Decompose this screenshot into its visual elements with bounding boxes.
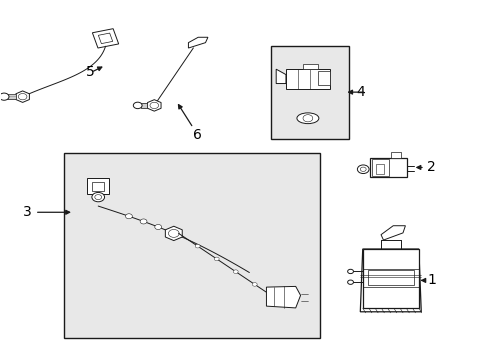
- Circle shape: [133, 102, 142, 109]
- Bar: [375, 163, 384, 175]
- Circle shape: [252, 283, 257, 286]
- Ellipse shape: [296, 113, 318, 123]
- Bar: [285, 69, 329, 89]
- Polygon shape: [87, 179, 109, 194]
- Polygon shape: [92, 29, 119, 48]
- Text: 4: 4: [356, 85, 365, 99]
- Text: 2: 2: [427, 161, 435, 175]
- Polygon shape: [16, 91, 29, 102]
- Bar: [7, 94, 16, 99]
- Circle shape: [150, 102, 158, 109]
- Circle shape: [195, 244, 200, 248]
- Bar: [367, 270, 413, 285]
- Circle shape: [303, 115, 312, 122]
- Circle shape: [125, 214, 132, 219]
- Polygon shape: [147, 100, 161, 111]
- Polygon shape: [98, 33, 112, 44]
- Circle shape: [214, 257, 219, 261]
- Polygon shape: [266, 287, 300, 308]
- Text: 3: 3: [22, 205, 31, 219]
- Bar: [141, 103, 147, 108]
- Circle shape: [360, 167, 366, 171]
- Circle shape: [155, 225, 161, 230]
- Text: 1: 1: [427, 273, 435, 287]
- Bar: [372, 159, 388, 176]
- Circle shape: [347, 280, 353, 284]
- Polygon shape: [188, 37, 207, 48]
- Circle shape: [0, 93, 9, 100]
- Bar: [362, 249, 418, 308]
- Bar: [317, 71, 329, 85]
- Circle shape: [357, 165, 368, 174]
- Circle shape: [92, 193, 104, 202]
- Circle shape: [347, 269, 353, 274]
- Bar: [271, 45, 348, 139]
- Circle shape: [168, 229, 179, 237]
- Polygon shape: [360, 249, 420, 312]
- Circle shape: [233, 270, 238, 274]
- Text: 6: 6: [193, 128, 202, 142]
- Text: 5: 5: [86, 66, 95, 80]
- Polygon shape: [380, 226, 405, 240]
- Polygon shape: [165, 226, 182, 240]
- Bar: [303, 64, 317, 69]
- Bar: [369, 158, 406, 177]
- Bar: [64, 153, 320, 338]
- Polygon shape: [276, 69, 285, 84]
- Circle shape: [19, 94, 27, 100]
- Circle shape: [95, 195, 102, 199]
- Polygon shape: [92, 182, 104, 191]
- Bar: [390, 152, 400, 158]
- Circle shape: [140, 219, 147, 224]
